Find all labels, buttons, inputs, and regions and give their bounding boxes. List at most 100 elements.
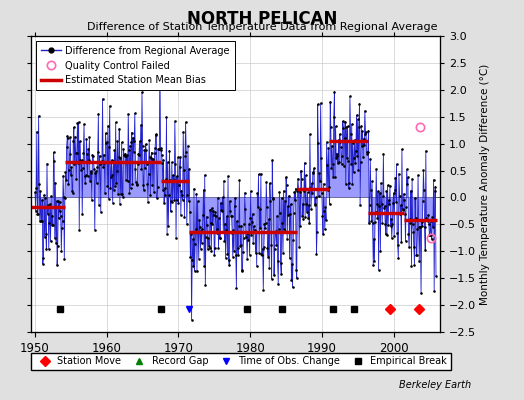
Point bbox=[205, 242, 213, 249]
Point bbox=[221, 220, 229, 227]
Point bbox=[122, 177, 130, 183]
Point bbox=[85, 134, 94, 141]
Point bbox=[35, 113, 43, 119]
Point bbox=[376, 248, 385, 254]
Point bbox=[131, 166, 139, 172]
Point bbox=[144, 198, 152, 205]
Point bbox=[415, 257, 423, 264]
Point bbox=[49, 222, 57, 228]
Point bbox=[129, 149, 138, 155]
Point bbox=[299, 216, 308, 222]
Point bbox=[375, 266, 383, 273]
Point bbox=[254, 171, 263, 178]
Point bbox=[141, 141, 150, 147]
Point bbox=[326, 124, 335, 130]
Point bbox=[410, 244, 418, 250]
Point bbox=[263, 204, 271, 210]
Point bbox=[360, 142, 368, 148]
Point bbox=[33, 211, 41, 217]
Point bbox=[116, 154, 125, 161]
Point bbox=[39, 255, 48, 261]
Point bbox=[124, 178, 132, 184]
Point bbox=[68, 188, 77, 194]
Point bbox=[337, 144, 345, 150]
Point bbox=[271, 229, 279, 236]
Point bbox=[403, 174, 412, 180]
Point bbox=[31, 208, 40, 214]
Point bbox=[267, 242, 275, 248]
Point bbox=[383, 232, 391, 238]
Point bbox=[427, 218, 435, 224]
Point bbox=[369, 262, 377, 268]
Point bbox=[261, 225, 269, 232]
Point bbox=[245, 220, 253, 227]
Point bbox=[176, 164, 184, 170]
Point bbox=[277, 270, 286, 277]
Point bbox=[419, 198, 427, 204]
Point bbox=[120, 152, 128, 158]
Point bbox=[378, 220, 386, 226]
Point bbox=[48, 212, 57, 219]
Point bbox=[418, 218, 426, 225]
Point bbox=[387, 216, 395, 223]
Point bbox=[194, 229, 202, 235]
Point bbox=[351, 160, 359, 166]
Point bbox=[308, 189, 316, 196]
Point bbox=[160, 200, 168, 206]
Point bbox=[291, 186, 300, 192]
Point bbox=[154, 184, 162, 190]
Point bbox=[253, 262, 261, 269]
Point bbox=[266, 198, 275, 204]
Point bbox=[401, 238, 410, 244]
Point bbox=[205, 245, 214, 252]
Point bbox=[49, 149, 58, 156]
Point bbox=[232, 252, 240, 258]
Point bbox=[369, 235, 378, 242]
Point bbox=[182, 149, 190, 156]
Point bbox=[169, 172, 177, 178]
Point bbox=[312, 194, 320, 200]
Point bbox=[252, 228, 260, 235]
Point bbox=[339, 125, 347, 131]
Point bbox=[400, 197, 409, 203]
Point bbox=[142, 147, 150, 154]
Point bbox=[379, 151, 388, 157]
Point bbox=[173, 154, 182, 161]
Point bbox=[307, 185, 315, 192]
Point bbox=[280, 226, 288, 232]
Point bbox=[158, 160, 167, 166]
Point bbox=[428, 236, 436, 242]
Point bbox=[79, 150, 88, 156]
Point bbox=[62, 177, 70, 183]
Point bbox=[431, 188, 439, 194]
Point bbox=[248, 211, 257, 217]
Point bbox=[43, 211, 52, 217]
Point bbox=[197, 227, 205, 234]
Point bbox=[414, 172, 422, 178]
Point bbox=[377, 180, 385, 186]
Point bbox=[364, 128, 373, 134]
Point bbox=[240, 221, 248, 227]
Point bbox=[48, 222, 56, 228]
Point bbox=[126, 142, 134, 149]
Point bbox=[304, 215, 312, 222]
Point bbox=[326, 98, 334, 105]
Point bbox=[258, 245, 267, 252]
Point bbox=[145, 137, 154, 144]
Point bbox=[82, 172, 90, 179]
Point bbox=[228, 253, 237, 260]
Point bbox=[165, 191, 173, 198]
Point bbox=[257, 170, 265, 177]
Point bbox=[272, 241, 281, 248]
Point bbox=[420, 186, 428, 193]
Point bbox=[41, 195, 49, 201]
Point bbox=[130, 110, 139, 117]
Point bbox=[143, 181, 151, 188]
Point bbox=[119, 146, 128, 152]
Point bbox=[96, 161, 104, 168]
Point bbox=[296, 223, 304, 229]
Point bbox=[201, 172, 209, 178]
Point bbox=[288, 284, 297, 290]
Point bbox=[417, 290, 425, 296]
Point bbox=[94, 110, 103, 117]
